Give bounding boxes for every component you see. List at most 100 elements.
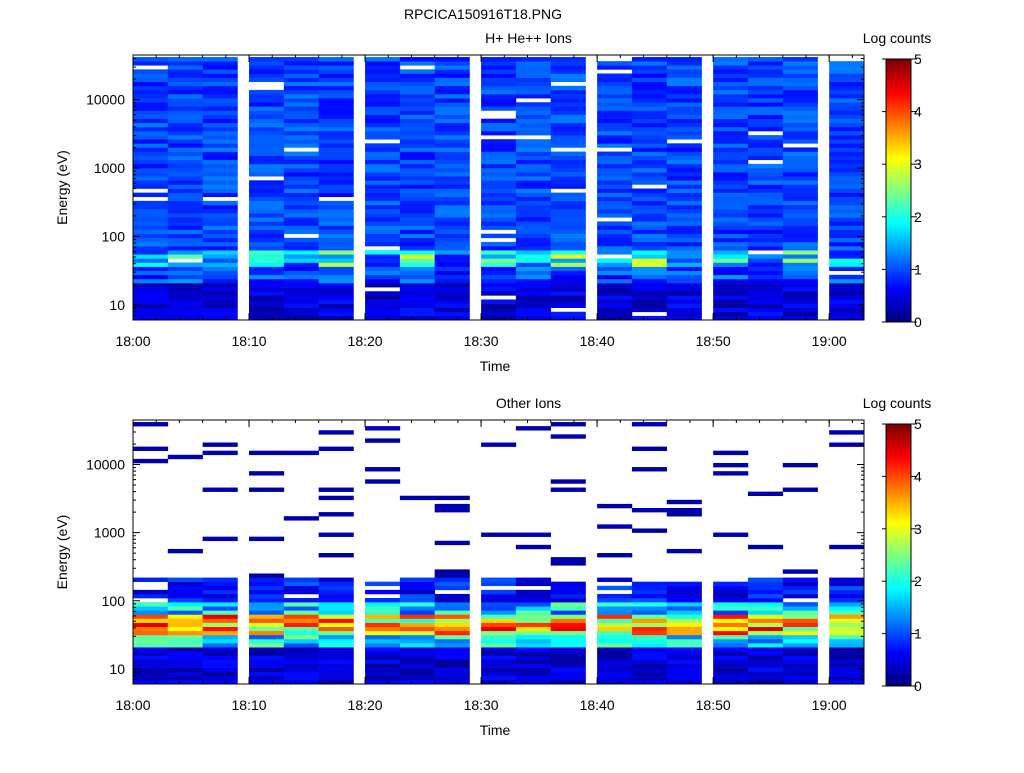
heatmap-cell (202, 675, 238, 681)
heatmap-cell (481, 532, 517, 537)
colorbar-step (886, 454, 911, 458)
colorbar-step (886, 517, 911, 521)
heatmap-cell (666, 81, 702, 87)
heatmap-cell (829, 291, 865, 296)
heatmap-cell (283, 667, 319, 673)
colorbar-step (886, 229, 911, 233)
heatmap-cell (550, 159, 586, 165)
heatmap-cell (434, 262, 470, 267)
heatmap-cell (782, 102, 818, 107)
heatmap-cell (666, 151, 702, 156)
heatmap-cell (481, 225, 517, 230)
heatmap-cell (133, 283, 169, 288)
heatmap-cell (434, 671, 470, 677)
heatmap-cell (399, 663, 435, 668)
heatmap-cell (318, 250, 354, 255)
heatmap-cell (782, 258, 818, 263)
heatmap-cell (550, 422, 586, 427)
heatmap-cell (133, 446, 169, 451)
heatmap-cell (550, 139, 586, 144)
heatmap-cell (666, 638, 702, 644)
heatmap-cell (249, 262, 285, 267)
heatmap-cell (167, 454, 203, 460)
heatmap-cell (631, 89, 668, 95)
colorbar-step (886, 87, 911, 91)
heatmap-cell (782, 287, 818, 292)
heatmap-cell (747, 81, 784, 87)
heatmap-cell (631, 655, 668, 660)
colorbar-step (886, 275, 911, 279)
heatmap-cell (283, 217, 319, 222)
heatmap-cell (515, 65, 552, 70)
heatmap-cell (133, 217, 169, 222)
heatmap-cell (202, 241, 238, 247)
heatmap-cell (318, 651, 354, 656)
heatmap-cell (550, 278, 586, 284)
heatmap-cell (365, 659, 401, 664)
heatmap-cell (249, 638, 285, 644)
heatmap-cell (249, 106, 285, 111)
heatmap-cell (666, 176, 702, 181)
heatmap-cell (747, 180, 784, 185)
heatmap-cell (631, 126, 668, 132)
x-tick-label: 19:00 (812, 333, 847, 349)
heatmap-cell (249, 131, 285, 136)
heatmap-cell (365, 118, 401, 124)
heatmap-cell (167, 65, 203, 70)
heatmap-cell (283, 69, 319, 74)
heatmap-cell (550, 196, 586, 202)
heatmap-cell (283, 246, 319, 251)
heatmap-cell (249, 139, 285, 144)
x-tick-label: 18:40 (580, 697, 615, 713)
heatmap-cell (515, 303, 552, 308)
heatmap-cell (399, 85, 435, 91)
heatmap-cell (597, 65, 633, 70)
heatmap-cell (133, 593, 169, 599)
heatmap-cell (399, 311, 435, 317)
heatmap-cell (515, 122, 552, 128)
heatmap-cell (318, 512, 354, 517)
heatmap-cell (550, 217, 586, 222)
heatmap-cell (782, 176, 818, 181)
colorbar-step (886, 627, 911, 630)
colorbar-step (886, 302, 911, 305)
heatmap-cell (399, 229, 435, 235)
heatmap-cell (550, 266, 586, 271)
heatmap-cell (167, 303, 203, 308)
heatmap-cell (249, 291, 285, 296)
heatmap-cell (666, 200, 702, 206)
heatmap-cell (202, 618, 238, 623)
heatmap-cell (434, 581, 470, 587)
heatmap-cell (365, 147, 401, 152)
heatmap-cell (631, 200, 668, 206)
heatmap-cell (782, 254, 818, 259)
heatmap-cell (481, 196, 517, 202)
colorbar-step (886, 115, 911, 119)
heatmap-cell (249, 225, 285, 230)
heatmap-cell (202, 73, 238, 78)
heatmap-cell (631, 69, 668, 74)
colorbar-step (886, 256, 911, 259)
heatmap-cell (515, 258, 552, 263)
heatmap-cell (399, 671, 435, 677)
colorbar-step (886, 480, 911, 484)
heatmap-cell (434, 606, 470, 611)
colorbar-step (886, 284, 911, 288)
heatmap-cell (597, 291, 633, 296)
heatmap-cell (747, 589, 784, 595)
x-tick-label: 18:30 (464, 697, 499, 713)
colorbar-step (886, 502, 911, 506)
heatmap-cell (399, 299, 435, 304)
heatmap-cell (202, 57, 238, 62)
heatmap-cell (365, 163, 401, 169)
heatmap-cell (515, 577, 552, 582)
colorbar-step (886, 225, 911, 229)
heatmap-cell (133, 606, 169, 611)
heatmap-cell (133, 192, 169, 198)
colorbar-step (886, 452, 911, 456)
heatmap-cell (550, 180, 586, 185)
heatmap-cell (283, 61, 319, 66)
heatmap-cell (167, 647, 203, 652)
heatmap-cell (318, 532, 354, 537)
heatmap-cell (365, 315, 401, 321)
